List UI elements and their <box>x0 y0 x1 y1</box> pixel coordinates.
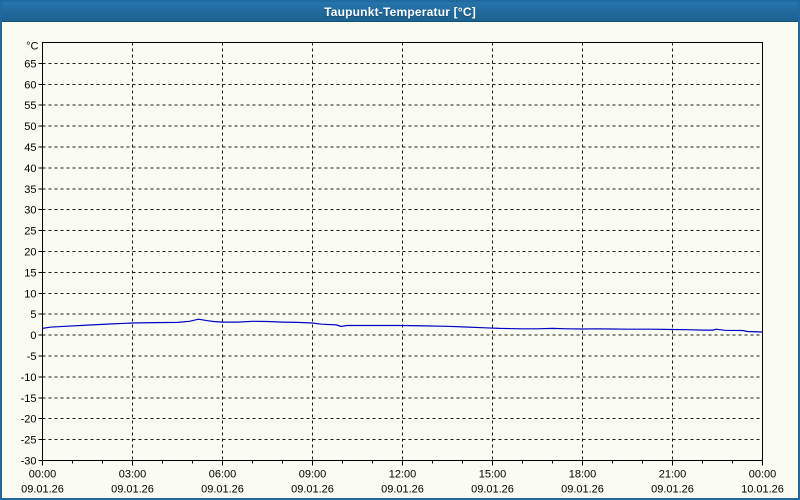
x-tick-date-label: 10.01.26 <box>741 484 784 496</box>
x-tick-date-label: 09.01.26 <box>111 484 154 496</box>
y-tick-label: 0 <box>30 330 36 342</box>
y-tick-label: 40 <box>24 163 36 175</box>
y-tick-label: -15 <box>21 393 37 405</box>
x-tick-date-label: 09.01.26 <box>291 484 334 496</box>
y-tick-label: 25 <box>24 226 36 238</box>
window-title: Taupunkt-Temperatur [°C] <box>324 4 476 19</box>
y-tick-label: 20 <box>24 247 36 259</box>
y-tick-label: 60 <box>24 79 36 91</box>
x-tick-date-label: 09.01.26 <box>561 484 604 496</box>
x-tick-time-label: 12:00 <box>389 469 417 481</box>
y-tick-label: 30 <box>24 205 36 217</box>
x-tick-time-label: 18:00 <box>569 469 597 481</box>
dewpoint-line <box>42 318 763 333</box>
x-tick-date-label: 09.01.26 <box>21 484 64 496</box>
x-tick-time-label: 21:00 <box>659 469 687 481</box>
x-tick-time-label: 00:00 <box>749 469 777 481</box>
x-tick-time-label: 09:00 <box>299 469 327 481</box>
y-tick-label: -10 <box>21 372 37 384</box>
x-tick-date-label: 09.01.26 <box>381 484 424 496</box>
x-tick-time-label: 00:00 <box>29 469 57 481</box>
window-titlebar[interactable]: Taupunkt-Temperatur [°C] <box>2 2 798 22</box>
x-tick-date-label: 09.01.26 <box>471 484 514 496</box>
y-axis-unit-label: °C <box>26 41 38 53</box>
y-tick-label: 65 <box>24 58 36 70</box>
y-tick-label: -25 <box>21 435 37 447</box>
y-tick-label: 5 <box>30 309 36 321</box>
y-tick-label: 55 <box>24 100 36 112</box>
y-tick-label: -30 <box>21 456 37 468</box>
y-tick-label: -5 <box>27 351 37 363</box>
x-tick-time-label: 06:00 <box>209 469 237 481</box>
y-tick-label: 35 <box>24 184 36 196</box>
y-tick-label: 45 <box>24 142 36 154</box>
y-tick-label: 50 <box>24 121 36 133</box>
x-tick-date-label: 09.01.26 <box>651 484 694 496</box>
x-tick-date-label: 09.01.26 <box>201 484 244 496</box>
y-tick-label: -20 <box>21 414 37 426</box>
y-tick-label: 15 <box>24 267 36 279</box>
x-tick-time-label: 03:00 <box>119 469 147 481</box>
x-tick-time-label: 15:00 <box>479 469 507 481</box>
y-tick-label: 10 <box>24 288 36 300</box>
